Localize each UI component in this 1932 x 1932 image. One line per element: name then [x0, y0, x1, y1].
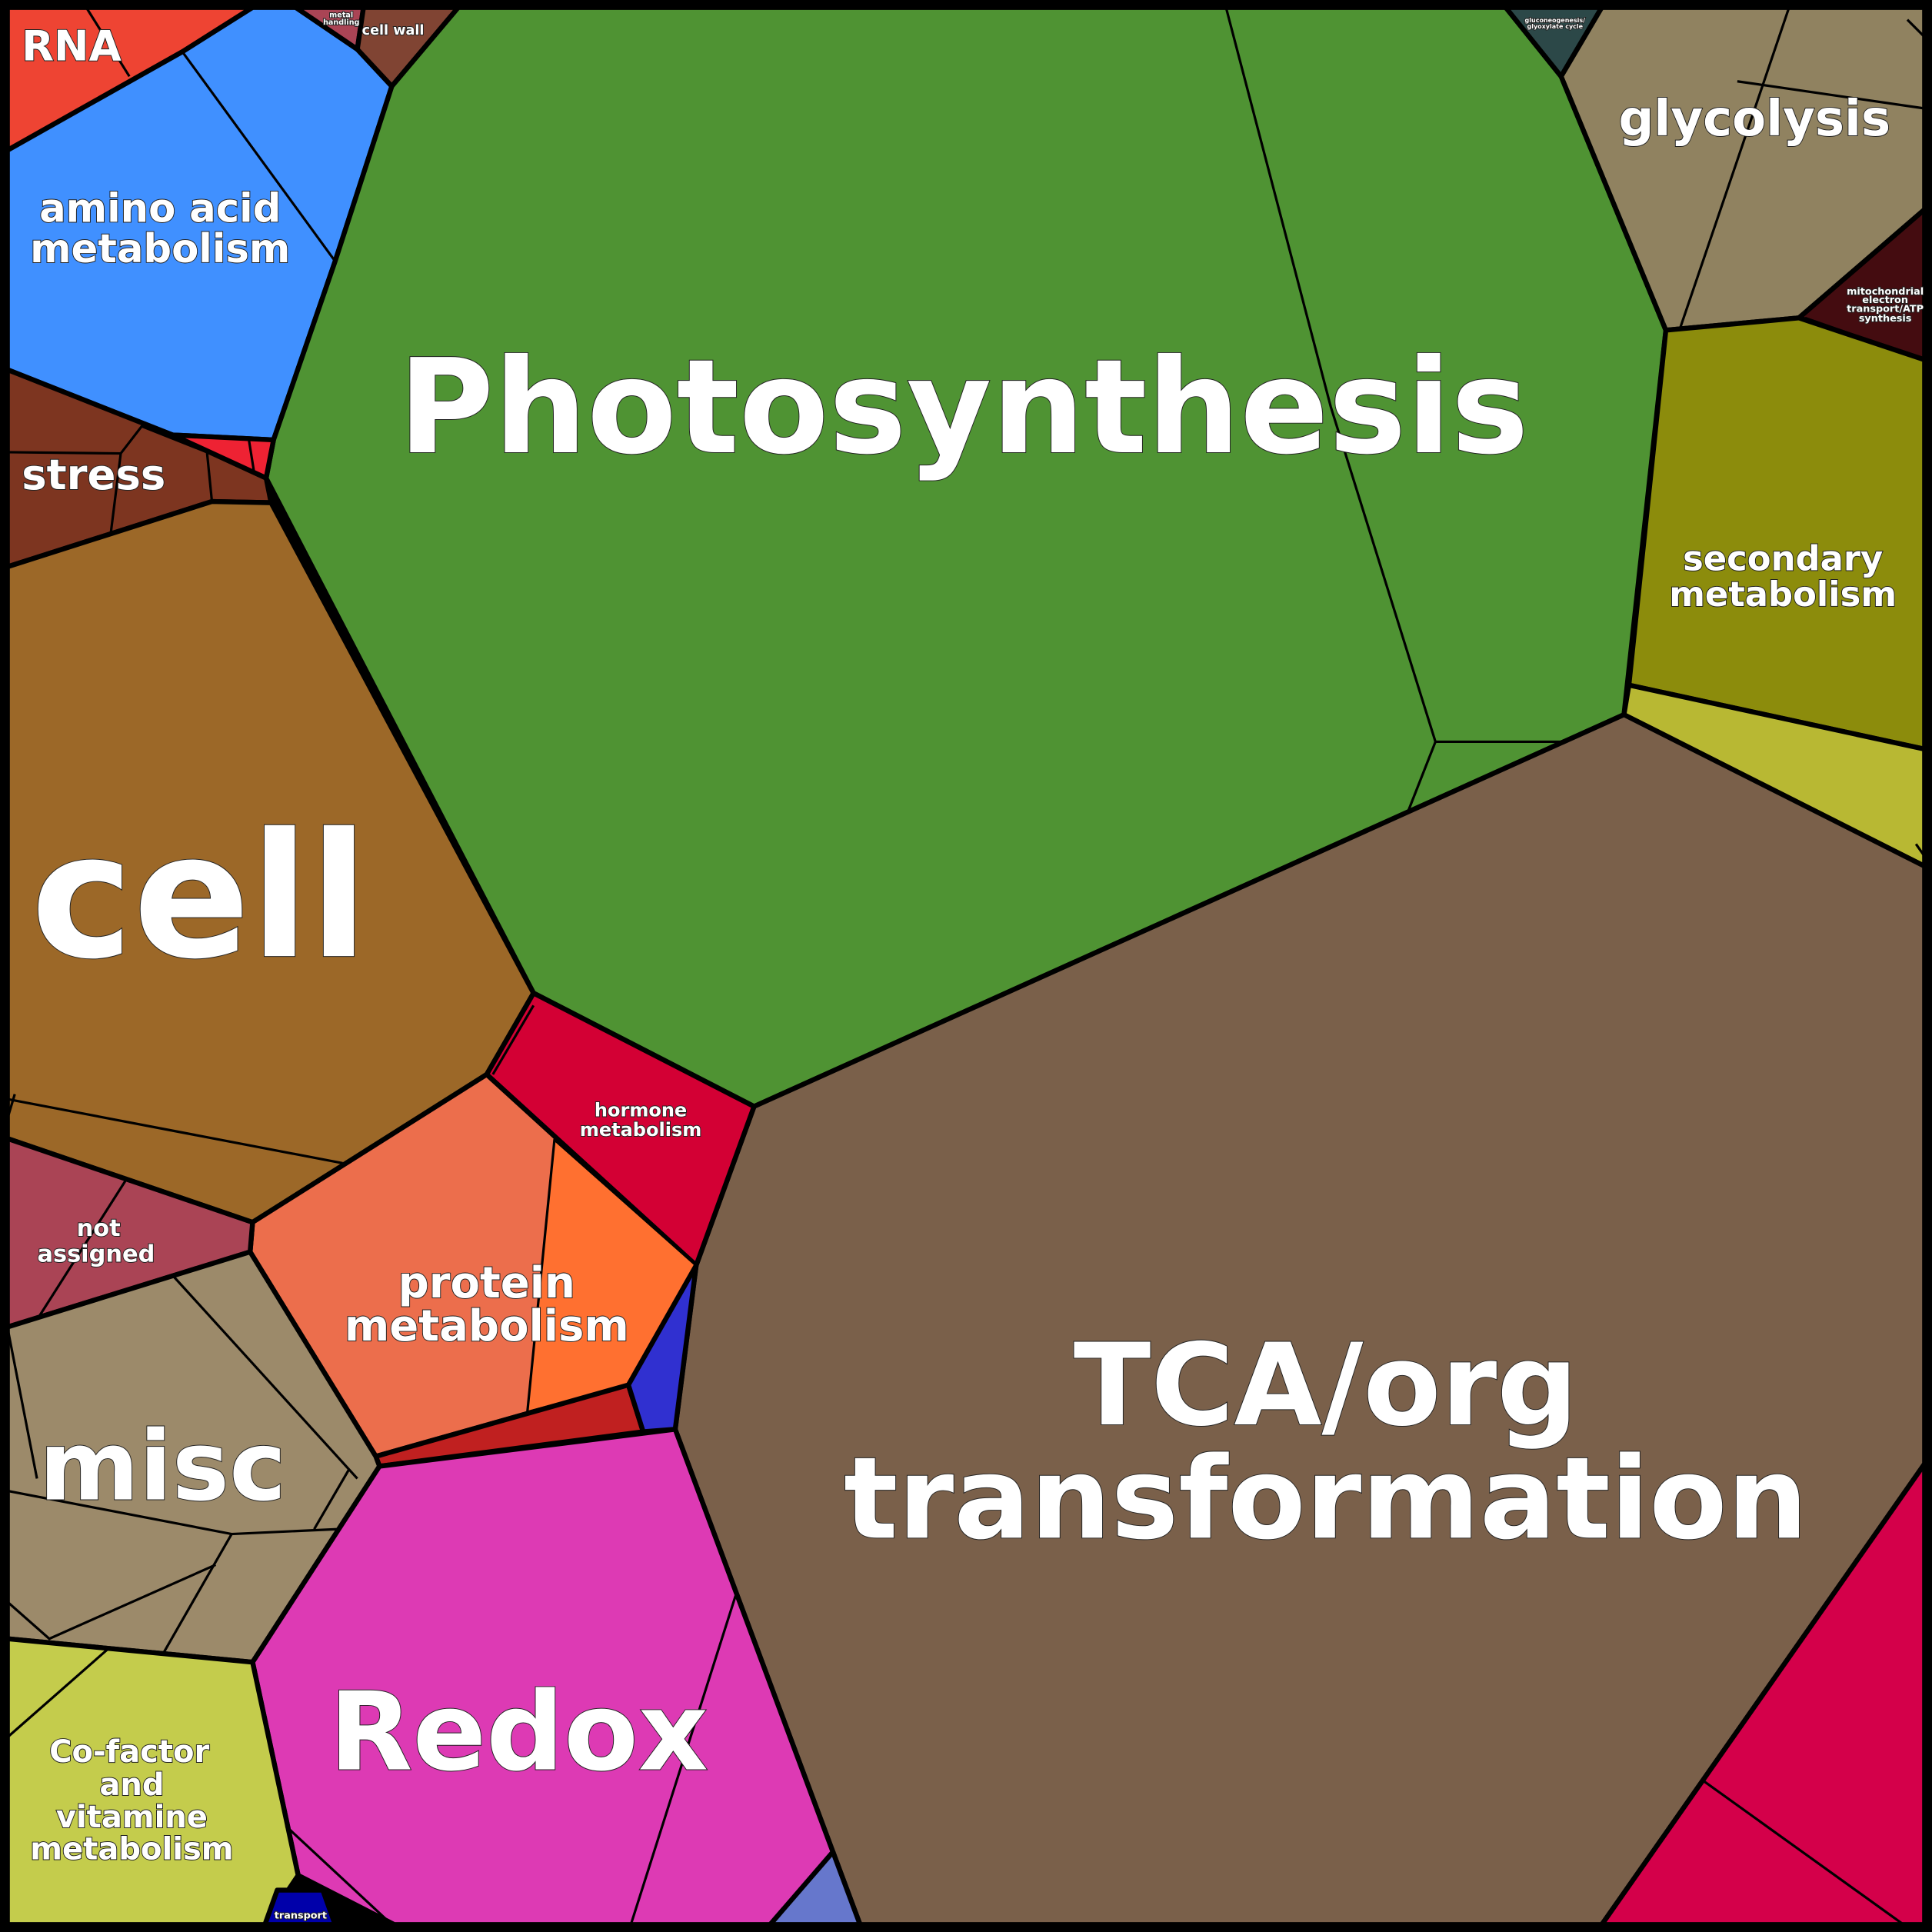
label-tca-1: TCA/org	[1074, 1319, 1578, 1451]
label-amino-acid-2: metabolism	[30, 226, 290, 272]
label-cofactor-2: and	[99, 1767, 164, 1803]
label-glycolysis: glycolysis	[1619, 91, 1891, 148]
label-metal-2: handling	[323, 18, 359, 27]
cell-redox-sub[interactable]	[768, 1849, 863, 1927]
label-redox: Redox	[329, 1670, 708, 1796]
label-secondary-1: secondary	[1683, 538, 1883, 579]
label-gluco-1: gluconeogenesis/	[1525, 17, 1586, 24]
label-transport: transport	[275, 1910, 327, 1921]
label-not-assigned-2: assigned	[37, 1241, 155, 1267]
sub-boundaries	[6, 6, 1926, 1926]
cell-secondary-metabolism[interactable]	[1626, 315, 1927, 752]
label-hormone-2: metabolism	[580, 1119, 701, 1141]
label-amino-acid-1: amino acid	[39, 185, 281, 232]
label-rna: RNA	[22, 22, 122, 71]
label-cofactor-3: vitamine	[56, 1800, 208, 1835]
label-gluco-2: glyoxylate cycle	[1527, 23, 1583, 30]
cell-transport[interactable]	[262, 1887, 338, 1927]
label-photosynthesis: Photosynthesis	[398, 331, 1529, 484]
cell-unlabeled-crimson[interactable]	[1599, 1461, 1927, 1927]
label-secondary-2: metabolism	[1669, 574, 1897, 615]
cell-small-red[interactable]	[170, 432, 276, 481]
label-mito-1: mitochondrial	[1847, 286, 1924, 298]
label-stress: stress	[22, 450, 165, 499]
label-metal-1: metal	[329, 11, 353, 19]
label-mito-2: electron	[1862, 295, 1908, 306]
label-protein-1: protein	[398, 1258, 575, 1308]
label-misc: misc	[39, 1411, 286, 1523]
label-cell-wall: cell wall	[362, 23, 425, 38]
label-mito-3: transport/ATP	[1847, 303, 1924, 315]
label-mito-4: synthesis	[1859, 313, 1912, 325]
label-cofactor-4: metabolism	[30, 1831, 233, 1867]
label-tca-2: transformation	[844, 1432, 1807, 1564]
label-cofactor-1: Co-factor	[49, 1734, 209, 1770]
label-not-assigned-1: not	[77, 1215, 121, 1242]
label-hormone-1: hormone	[595, 1099, 687, 1121]
label-protein-2: metabolism	[345, 1301, 629, 1351]
label-cell: cell	[31, 796, 368, 997]
